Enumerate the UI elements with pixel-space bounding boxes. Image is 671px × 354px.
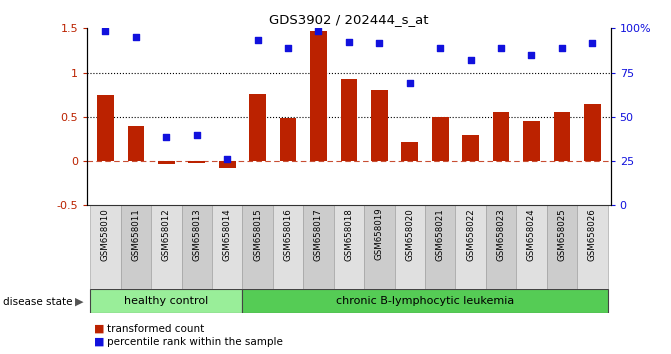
Text: GSM658022: GSM658022 — [466, 208, 475, 261]
Text: GSM658014: GSM658014 — [223, 208, 231, 261]
Bar — [486, 205, 516, 289]
Point — [191, 132, 202, 137]
Point — [556, 45, 567, 51]
Bar — [371, 90, 388, 161]
Point — [587, 41, 598, 46]
Bar — [456, 205, 486, 289]
Bar — [341, 79, 357, 161]
Point — [344, 39, 354, 45]
Point — [405, 80, 415, 86]
Bar — [182, 205, 212, 289]
Bar — [554, 112, 570, 161]
Point — [313, 28, 324, 34]
Bar — [333, 205, 364, 289]
Bar — [91, 289, 242, 313]
Bar — [364, 205, 395, 289]
Bar — [151, 205, 182, 289]
Bar — [310, 31, 327, 161]
Point — [526, 52, 537, 58]
Bar — [273, 205, 303, 289]
Text: GSM658016: GSM658016 — [284, 208, 293, 261]
Bar — [401, 143, 418, 161]
Point — [131, 34, 142, 40]
Bar — [249, 94, 266, 161]
Point — [435, 45, 446, 51]
Bar — [97, 95, 114, 161]
Text: GSM658011: GSM658011 — [132, 208, 140, 261]
Bar — [212, 205, 242, 289]
Point — [465, 57, 476, 63]
Text: GSM658023: GSM658023 — [497, 208, 505, 261]
Text: disease state: disease state — [3, 297, 73, 307]
Bar — [303, 205, 333, 289]
Bar — [516, 205, 547, 289]
Text: GSM658021: GSM658021 — [435, 208, 445, 261]
Text: ▶: ▶ — [75, 297, 83, 307]
Bar — [158, 161, 174, 164]
Bar — [425, 205, 456, 289]
Text: GSM658017: GSM658017 — [314, 208, 323, 261]
Text: ■: ■ — [94, 337, 105, 347]
Text: GSM658015: GSM658015 — [253, 208, 262, 261]
Point — [161, 135, 172, 140]
Bar — [280, 118, 297, 161]
Bar — [242, 205, 273, 289]
Text: GSM658018: GSM658018 — [344, 208, 354, 261]
Bar — [577, 205, 607, 289]
Point — [496, 45, 507, 51]
Text: ■: ■ — [94, 324, 105, 333]
Bar — [91, 205, 121, 289]
Text: percentile rank within the sample: percentile rank within the sample — [107, 337, 283, 347]
Bar — [462, 135, 479, 161]
Bar — [121, 205, 151, 289]
Text: GSM658024: GSM658024 — [527, 208, 536, 261]
Point — [374, 41, 384, 46]
Point — [100, 28, 111, 34]
Bar — [127, 126, 144, 161]
Bar — [432, 117, 449, 161]
Bar — [523, 121, 540, 161]
Text: healthy control: healthy control — [124, 296, 209, 306]
Bar — [219, 161, 236, 168]
Text: GSM658026: GSM658026 — [588, 208, 597, 261]
Bar — [493, 113, 509, 161]
Text: GSM658020: GSM658020 — [405, 208, 414, 261]
Point — [282, 45, 293, 51]
Bar — [547, 205, 577, 289]
Point — [252, 37, 263, 43]
Text: GSM658025: GSM658025 — [558, 208, 566, 261]
Bar — [242, 289, 607, 313]
Text: GSM658019: GSM658019 — [375, 208, 384, 261]
Point — [222, 156, 233, 162]
Text: GSM658013: GSM658013 — [193, 208, 201, 261]
Text: transformed count: transformed count — [107, 324, 205, 333]
Title: GDS3902 / 202444_s_at: GDS3902 / 202444_s_at — [269, 13, 429, 26]
Text: chronic B-lymphocytic leukemia: chronic B-lymphocytic leukemia — [336, 296, 514, 306]
Text: GSM658010: GSM658010 — [101, 208, 110, 261]
Bar — [189, 161, 205, 163]
Bar — [395, 205, 425, 289]
Bar — [584, 104, 601, 161]
Text: GSM658012: GSM658012 — [162, 208, 171, 261]
